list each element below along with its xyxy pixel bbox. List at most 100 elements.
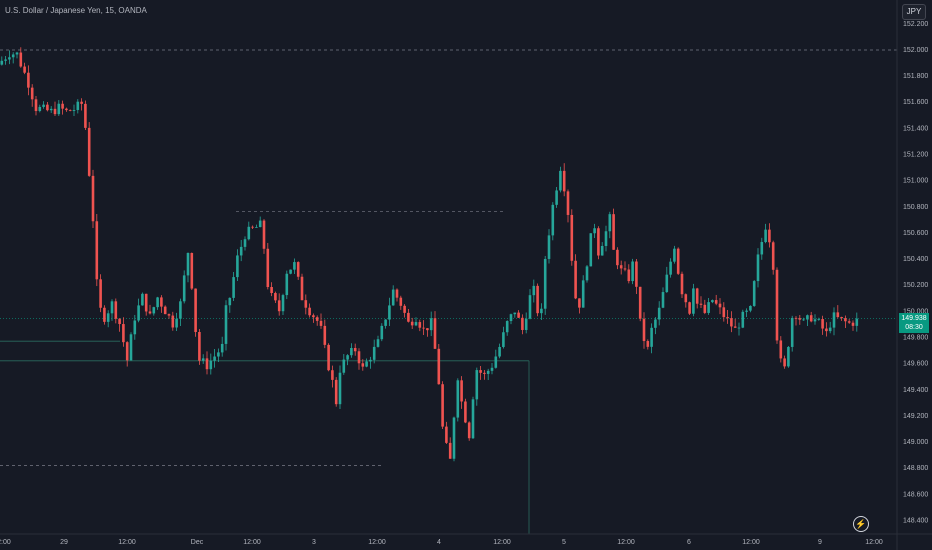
candle-body bbox=[15, 52, 19, 55]
candle-body bbox=[418, 322, 422, 328]
candle-body bbox=[350, 347, 353, 356]
candle-body bbox=[585, 266, 589, 281]
candle-body bbox=[798, 318, 802, 320]
candle-body bbox=[114, 301, 118, 319]
candle-body bbox=[27, 72, 30, 88]
candle-body bbox=[657, 307, 661, 320]
candle-body bbox=[285, 273, 289, 296]
candle-body bbox=[771, 242, 775, 270]
candle-body bbox=[445, 426, 448, 443]
candle-body bbox=[555, 190, 558, 205]
candle-body bbox=[122, 324, 125, 343]
candle-body bbox=[680, 273, 684, 295]
lightning-icon[interactable]: ⚡ bbox=[853, 516, 869, 532]
time-tick-label: 12:00 bbox=[368, 539, 386, 546]
candle-body bbox=[357, 351, 361, 364]
candle-body bbox=[255, 227, 258, 228]
candle-body bbox=[243, 239, 247, 247]
candle-body bbox=[851, 322, 855, 326]
candle-body bbox=[718, 303, 722, 308]
candle-body bbox=[589, 233, 593, 267]
candle-body bbox=[722, 307, 726, 318]
time-tick-label: 4 bbox=[437, 539, 441, 546]
candle-body bbox=[148, 311, 152, 314]
time-tick-label: 12:00 bbox=[243, 539, 261, 546]
candle-body bbox=[380, 325, 384, 340]
candle-body bbox=[239, 246, 243, 256]
candle-body bbox=[566, 191, 570, 215]
currency-button[interactable]: JPY bbox=[902, 4, 926, 20]
candles bbox=[0, 47, 859, 462]
price-tick-label: 148.600 bbox=[903, 491, 928, 498]
candle-body bbox=[8, 57, 11, 60]
candle-body bbox=[775, 269, 779, 341]
time-tick-label: 12:00 bbox=[742, 539, 760, 546]
price-tick-label: 150.600 bbox=[903, 230, 928, 237]
candle-body bbox=[821, 319, 824, 329]
candle-body bbox=[42, 104, 45, 107]
candle-body bbox=[813, 319, 817, 322]
candle-body bbox=[353, 347, 357, 352]
candle-body bbox=[422, 327, 425, 329]
candle-body bbox=[247, 226, 251, 240]
candle-body bbox=[608, 214, 612, 232]
candle-body bbox=[688, 302, 691, 314]
candle-body bbox=[410, 321, 414, 326]
candle-body bbox=[494, 356, 498, 368]
candle-body bbox=[293, 262, 296, 270]
candle-body bbox=[167, 314, 171, 316]
candle-body bbox=[654, 319, 657, 328]
time-axis[interactable]: 12:00 29 12:00 Dec 12:00 3 12:00 4 12:00 5 12:00 6 1… bbox=[0, 533, 932, 546]
candle-body bbox=[806, 315, 809, 320]
candle-body bbox=[464, 401, 467, 423]
candle-body bbox=[61, 103, 64, 109]
candle-body bbox=[787, 346, 790, 367]
candle-body bbox=[220, 343, 224, 353]
candle-body bbox=[179, 301, 182, 319]
candle-body bbox=[847, 321, 851, 323]
candle-body bbox=[692, 288, 695, 314]
candle-body bbox=[365, 361, 368, 367]
candle-body bbox=[4, 59, 7, 61]
candle-body bbox=[699, 303, 703, 305]
candle-body bbox=[593, 228, 596, 234]
candle-body bbox=[448, 442, 452, 459]
candle-body bbox=[251, 226, 254, 228]
candle-body bbox=[342, 359, 346, 373]
candle-body bbox=[483, 372, 486, 374]
candle-body bbox=[429, 318, 433, 331]
candle-body bbox=[315, 317, 319, 321]
candle-body bbox=[460, 380, 463, 402]
candle-body bbox=[403, 305, 406, 313]
candle-body bbox=[673, 248, 676, 262]
candle-body bbox=[144, 293, 148, 312]
candle-body bbox=[760, 242, 764, 255]
candle-body bbox=[638, 286, 642, 319]
candle-body bbox=[665, 274, 669, 293]
time-tick-label: 12:00 bbox=[617, 539, 635, 546]
candle-body bbox=[684, 294, 688, 303]
candle-body bbox=[414, 322, 418, 326]
candle-body bbox=[76, 101, 80, 110]
candle-body bbox=[669, 261, 672, 275]
candle-body bbox=[338, 372, 342, 405]
candle-body bbox=[471, 399, 475, 439]
price-axis[interactable]: 152.200 152.000 151.800 151.600 151.400 151.2… bbox=[896, 0, 928, 550]
price-tick-label: 150.800 bbox=[903, 204, 928, 211]
candle-body bbox=[741, 311, 745, 328]
price-tick-label: 151.600 bbox=[903, 99, 928, 106]
candle-body bbox=[327, 344, 330, 371]
candle-body bbox=[521, 317, 524, 330]
candle-body bbox=[258, 220, 262, 228]
candle-body bbox=[91, 175, 95, 222]
candle-body bbox=[467, 422, 471, 439]
candle-body bbox=[72, 109, 76, 111]
candle-body bbox=[19, 52, 23, 67]
candle-body bbox=[331, 370, 334, 380]
candle-body bbox=[262, 220, 266, 249]
candle-body bbox=[509, 314, 513, 322]
candle-body bbox=[802, 319, 805, 321]
candle-body bbox=[236, 255, 239, 278]
candle-body bbox=[300, 276, 304, 301]
